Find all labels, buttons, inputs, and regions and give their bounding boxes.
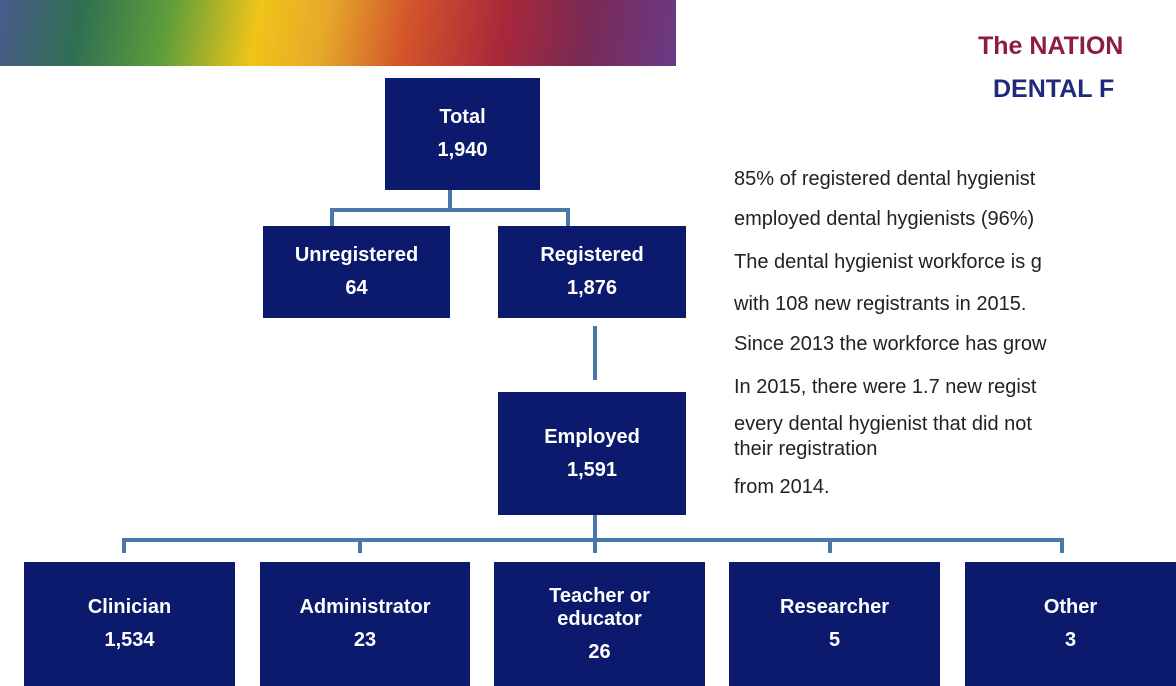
node-label: Employed [544, 425, 640, 448]
node-value: 64 [345, 277, 368, 299]
text-line: employed dental hygienists (96%) [734, 208, 1035, 230]
node: Researcher 5 [729, 562, 940, 686]
banner [0, 0, 676, 66]
node-label: Clinician [87, 596, 172, 618]
node: Other 3 [965, 562, 1176, 686]
text-line: The dental hygienist workforce is g [734, 251, 1042, 273]
node-value: 3 [1064, 629, 1077, 651]
text-line: with 108 new registrants in 2015. [734, 293, 1027, 315]
node: Administrator 23 [260, 562, 470, 686]
node: Teacher or educator 26 [494, 562, 705, 686]
text-line: their registration [734, 438, 878, 460]
node-label: Other [1043, 596, 1098, 618]
node-label: educator [557, 607, 642, 630]
text-line: 85% of registered dental hygienist [734, 168, 1036, 190]
node-label: Total [439, 106, 486, 128]
node-value: 1,940 [437, 139, 488, 161]
node-label: Registered [540, 244, 644, 266]
node-value: 23 [353, 629, 377, 651]
node-label: Teacher or [549, 584, 650, 607]
text-line: every dental hygienist that did not [734, 413, 1032, 435]
text-line: from 2014. [734, 476, 830, 498]
node-value: 1,876 [566, 277, 618, 299]
node: Registered 1,876 [498, 226, 686, 318]
node-label: Researcher [780, 596, 889, 618]
node: Unregistered 64 [263, 226, 450, 318]
text-line: In 2015, there were 1.7 new regist [734, 376, 1037, 398]
node-value: 26 [588, 640, 611, 663]
node-label: Unregistered [294, 244, 419, 266]
node: Clinician 1,534 [24, 562, 235, 686]
title: The NATION [978, 32, 1124, 60]
node-value: 1,534 [104, 629, 155, 651]
node-value: 1,591 [566, 458, 618, 481]
title: DENTAL F [993, 75, 1115, 103]
text-line: Since 2013 the workforce has grow [734, 333, 1047, 355]
node: Employed 1,591 [498, 392, 686, 515]
node-label: Administrator [299, 596, 431, 618]
node: Total 1,940 [385, 78, 540, 190]
node-value: 5 [828, 629, 841, 651]
